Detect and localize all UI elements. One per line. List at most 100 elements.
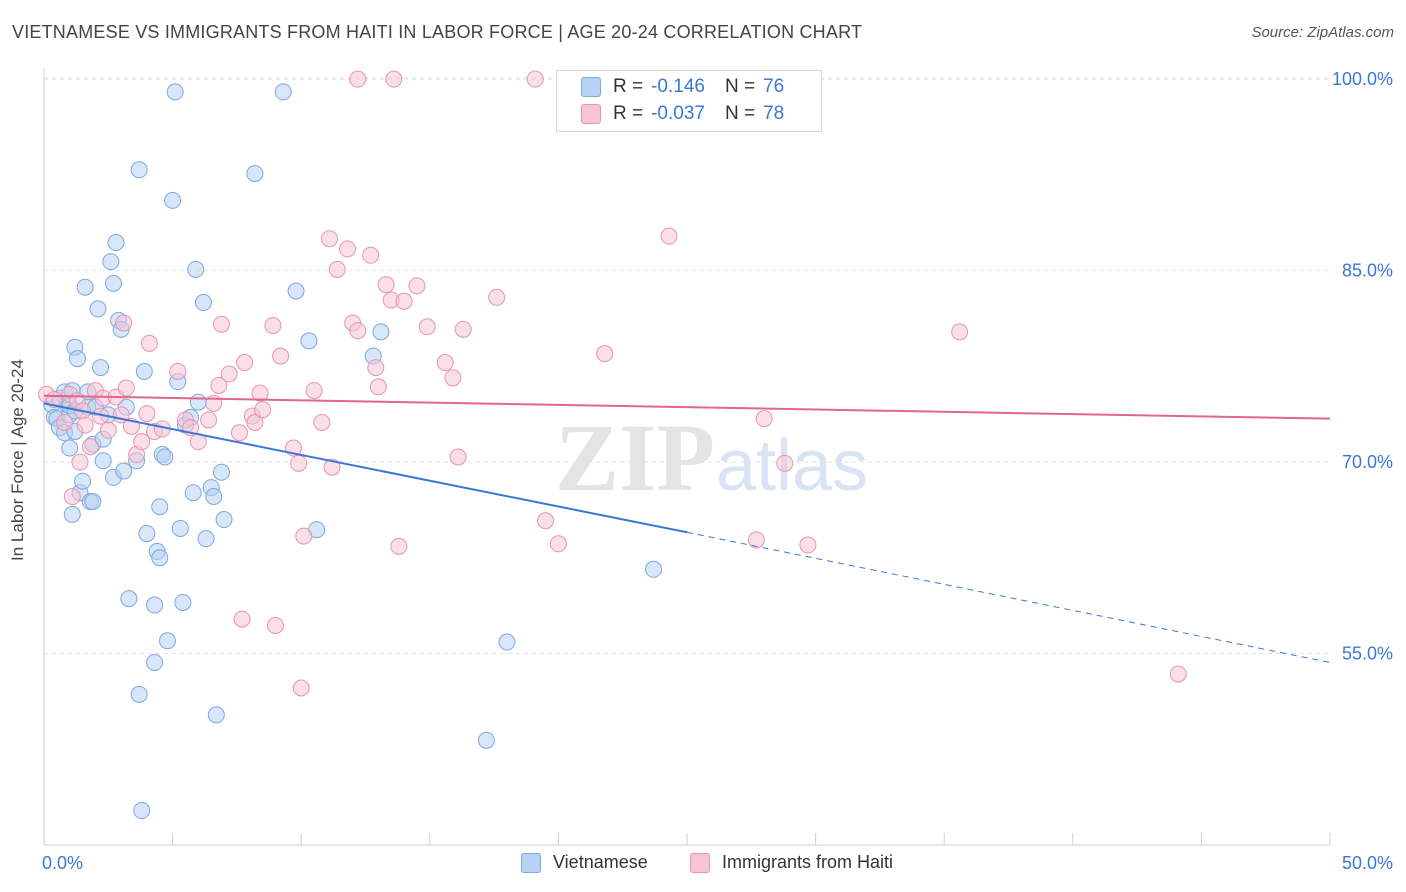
haiti-point: [210, 376, 228, 394]
haiti-point: [295, 527, 313, 545]
vietnamese-point: [146, 596, 164, 614]
axes: [43, 68, 1331, 846]
haiti-point: [349, 322, 367, 340]
haiti-point: [951, 323, 969, 341]
y-tick-label: 100.0%: [1332, 69, 1393, 89]
haiti-point: [320, 230, 338, 248]
y-tick-label: 55.0%: [1342, 644, 1393, 664]
haiti-point: [367, 359, 385, 377]
stats-legend: R = -0.146 N = 76 R = -0.037 N = 78: [556, 70, 822, 132]
haiti-point: [230, 424, 248, 442]
legend-n-label: N =: [724, 76, 756, 97]
vietnamese-point: [63, 505, 81, 523]
haiti-point: [305, 382, 323, 400]
watermark: ZIP atlas: [555, 404, 868, 511]
haiti-point: [408, 277, 426, 295]
haiti-point: [81, 438, 99, 456]
haiti-point: [220, 365, 238, 383]
legend-row-haiti: R = -0.037 N = 78: [581, 101, 784, 127]
y-tick-label: 70.0%: [1342, 452, 1393, 472]
vietnamese-point: [158, 632, 176, 650]
legend-label-haiti: Immigrants from Haiti: [722, 852, 894, 872]
haiti-point: [115, 314, 133, 332]
vietnamese-point: [156, 448, 174, 466]
vietnamese-trend-extension: [686, 531, 1331, 663]
haiti-point: [377, 276, 395, 294]
haiti-point: [246, 414, 264, 432]
haiti-point: [549, 535, 567, 553]
legend-swatch-blue: [581, 77, 601, 97]
legend-swatch-haiti: [690, 852, 710, 873]
vietnamese-point: [300, 332, 318, 350]
haiti-point: [212, 315, 230, 333]
vietnamese-point: [130, 685, 148, 703]
vietnamese-point: [102, 253, 120, 271]
vietnamese-point: [197, 530, 215, 548]
haiti-point: [488, 288, 506, 306]
haiti-point: [290, 454, 308, 472]
haiti-point: [776, 454, 794, 472]
haiti-point: [338, 240, 356, 258]
haiti-point: [56, 414, 74, 432]
haiti-point: [233, 610, 251, 628]
vietnamese-point: [151, 498, 169, 516]
legend-r-value: -0.146: [651, 76, 705, 97]
vietnamese-point: [194, 294, 212, 312]
haiti-point: [418, 318, 436, 336]
haiti-point: [436, 354, 454, 372]
legend-n-label: N =: [724, 103, 756, 124]
vietnamese-point: [120, 590, 138, 608]
vietnamese-point: [164, 191, 182, 209]
legend-n-value: 78: [763, 103, 785, 124]
haiti-point: [117, 379, 135, 397]
legend-item-vietnamese: Vietnamese: [521, 852, 648, 873]
haiti-point: [236, 354, 254, 372]
vietnamese-point: [135, 362, 153, 380]
vietnamese-point: [130, 161, 148, 179]
vietnamese-point: [92, 359, 110, 377]
vietnamese-trend-line: [43, 402, 688, 534]
haiti-point: [660, 227, 678, 245]
vietnamese-point: [498, 633, 516, 651]
y-tick-label: 85.0%: [1342, 261, 1393, 281]
vietnamese-point: [74, 472, 92, 490]
haiti-point: [596, 345, 614, 363]
vietnamese-point: [84, 493, 102, 511]
series-legend: Vietnamese Immigrants from Haiti: [0, 852, 1406, 878]
vietnamese-point: [274, 83, 292, 101]
haiti-point: [272, 347, 290, 365]
chart-title: VIETNAMESE VS IMMIGRANTS FROM HAITI IN L…: [12, 22, 863, 42]
vietnamese-point: [107, 234, 125, 252]
haiti-point: [313, 414, 331, 432]
haiti-point: [537, 512, 555, 530]
vietnamese-point: [372, 323, 390, 341]
vietnamese-point: [645, 560, 663, 578]
haiti-point: [138, 405, 156, 423]
haiti-point: [133, 433, 151, 451]
haiti-point: [747, 531, 765, 549]
vietnamese-point: [205, 488, 223, 506]
vietnamese-point: [138, 525, 156, 543]
haiti-point: [251, 384, 269, 402]
haiti-point: [1169, 665, 1187, 683]
vietnamese-point: [115, 462, 133, 480]
vietnamese-point: [477, 731, 495, 749]
vietnamese-point: [133, 802, 151, 820]
legend-swatch-pink: [581, 104, 601, 124]
legend-label-vietnamese: Vietnamese: [553, 852, 648, 872]
haiti-point: [169, 362, 187, 380]
vietnamese-point: [215, 511, 233, 529]
haiti-point: [71, 453, 89, 471]
haiti-point: [526, 70, 544, 88]
legend-r-label: R =: [613, 76, 644, 97]
haiti-point: [63, 488, 81, 506]
haiti-point: [390, 537, 408, 555]
haiti-point: [349, 70, 367, 88]
vietnamese-point: [189, 393, 207, 411]
trend-lines: [43, 394, 1331, 663]
haiti-point: [449, 448, 467, 466]
vietnamese-point: [76, 278, 94, 296]
haiti-point: [264, 316, 282, 334]
vietnamese-point: [171, 519, 189, 537]
